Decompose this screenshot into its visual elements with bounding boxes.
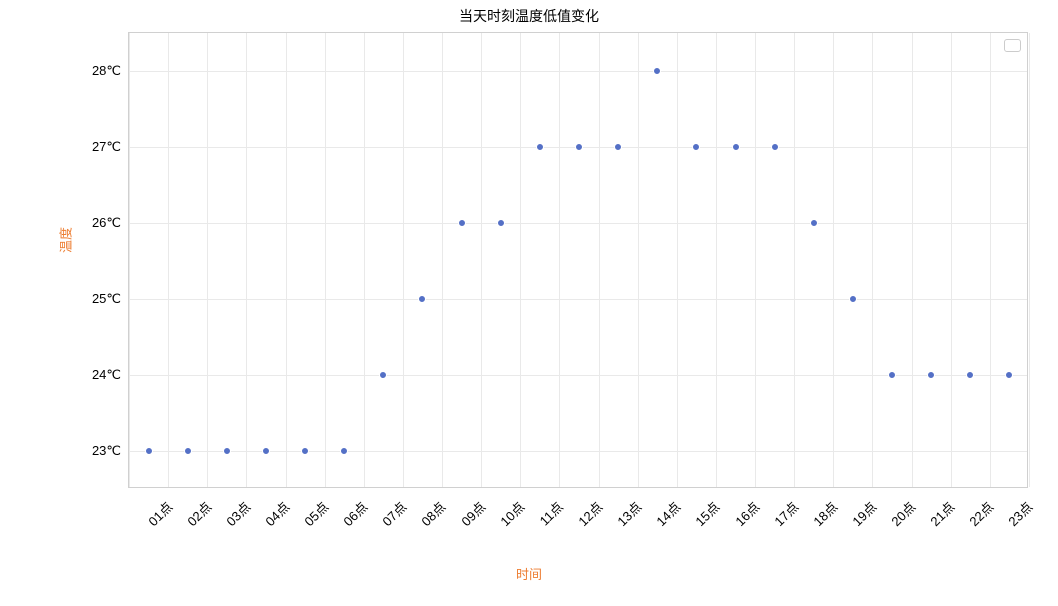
data-point[interactable] xyxy=(379,371,387,379)
grid-line-vertical xyxy=(129,33,130,487)
data-point[interactable] xyxy=(849,295,857,303)
grid-line-vertical xyxy=(168,33,169,487)
grid-line-vertical xyxy=(990,33,991,487)
data-point[interactable] xyxy=(340,447,348,455)
data-point[interactable] xyxy=(1005,371,1013,379)
data-point[interactable] xyxy=(575,143,583,151)
x-tick-label: 03点 xyxy=(221,497,254,530)
data-point[interactable] xyxy=(653,67,661,75)
x-tick-label: 11点 xyxy=(534,497,566,529)
data-point[interactable] xyxy=(927,371,935,379)
x-tick-label: 07点 xyxy=(378,497,411,530)
grid-line-horizontal xyxy=(129,299,1027,300)
grid-line-vertical xyxy=(207,33,208,487)
x-tick-label: 01点 xyxy=(143,497,176,530)
x-tick-label: 21点 xyxy=(925,497,958,530)
y-tick-label: 24℃ xyxy=(92,367,121,383)
data-point[interactable] xyxy=(692,143,700,151)
data-point[interactable] xyxy=(966,371,974,379)
x-tick-label: 19点 xyxy=(847,497,880,530)
x-tick-label: 13点 xyxy=(612,497,645,530)
grid-line-vertical xyxy=(755,33,756,487)
grid-line-vertical xyxy=(364,33,365,487)
legend-toggle-box[interactable] xyxy=(1004,39,1021,52)
data-point[interactable] xyxy=(301,447,309,455)
data-point[interactable] xyxy=(614,143,622,151)
y-tick-label: 28℃ xyxy=(92,63,121,79)
x-tick-label: 12点 xyxy=(573,497,606,530)
x-tick-label: 04点 xyxy=(260,497,293,530)
grid-line-vertical xyxy=(872,33,873,487)
y-tick-label: 26℃ xyxy=(92,215,121,231)
x-tick-label: 06点 xyxy=(339,497,372,530)
x-tick-label: 14点 xyxy=(652,497,685,530)
grid-line-vertical xyxy=(833,33,834,487)
chart-container: 当天时刻温度低值变化 23℃24℃25℃26℃27℃28℃01点02点03点04… xyxy=(0,0,1058,606)
data-point[interactable] xyxy=(458,219,466,227)
grid-line-vertical xyxy=(559,33,560,487)
x-tick-label: 08点 xyxy=(417,497,450,530)
x-tick-label: 17点 xyxy=(769,497,802,530)
x-tick-label: 23点 xyxy=(1004,497,1037,530)
grid-line-vertical xyxy=(716,33,717,487)
data-point[interactable] xyxy=(223,447,231,455)
x-tick-label: 15点 xyxy=(691,497,724,530)
grid-line-vertical xyxy=(794,33,795,487)
data-point[interactable] xyxy=(145,447,153,455)
y-axis-name: 温度 xyxy=(56,227,75,253)
grid-line-vertical xyxy=(1029,33,1030,487)
grid-line-vertical xyxy=(677,33,678,487)
grid-line-vertical xyxy=(403,33,404,487)
chart-title: 当天时刻温度低值变化 xyxy=(0,6,1058,26)
grid-line-vertical xyxy=(638,33,639,487)
x-tick-label: 20点 xyxy=(886,497,919,530)
grid-line-vertical xyxy=(481,33,482,487)
data-point[interactable] xyxy=(732,143,740,151)
grid-line-vertical xyxy=(442,33,443,487)
y-tick-label: 27℃ xyxy=(92,139,121,155)
plot-area: 23℃24℃25℃26℃27℃28℃01点02点03点04点05点06点07点0… xyxy=(128,32,1028,488)
data-point[interactable] xyxy=(262,447,270,455)
data-point[interactable] xyxy=(418,295,426,303)
grid-line-vertical xyxy=(951,33,952,487)
data-point[interactable] xyxy=(497,219,505,227)
y-tick-label: 25℃ xyxy=(92,291,121,307)
x-tick-label: 16点 xyxy=(730,497,763,530)
data-point[interactable] xyxy=(810,219,818,227)
x-tick-label: 02点 xyxy=(182,497,215,530)
x-tick-label: 09点 xyxy=(456,497,489,530)
grid-line-vertical xyxy=(286,33,287,487)
data-point[interactable] xyxy=(184,447,192,455)
x-tick-label: 18点 xyxy=(808,497,841,530)
y-tick-label: 23℃ xyxy=(92,443,121,459)
grid-line-vertical xyxy=(912,33,913,487)
x-tick-label: 22点 xyxy=(965,497,998,530)
x-axis-name: 时间 xyxy=(0,564,1058,583)
grid-line-vertical xyxy=(246,33,247,487)
data-point[interactable] xyxy=(888,371,896,379)
grid-line-vertical xyxy=(325,33,326,487)
grid-line-vertical xyxy=(520,33,521,487)
x-tick-label: 10点 xyxy=(495,497,528,530)
data-point[interactable] xyxy=(771,143,779,151)
grid-line-horizontal xyxy=(129,223,1027,224)
grid-line-horizontal xyxy=(129,71,1027,72)
grid-line-vertical xyxy=(599,33,600,487)
x-tick-label: 05点 xyxy=(299,497,332,530)
data-point[interactable] xyxy=(536,143,544,151)
